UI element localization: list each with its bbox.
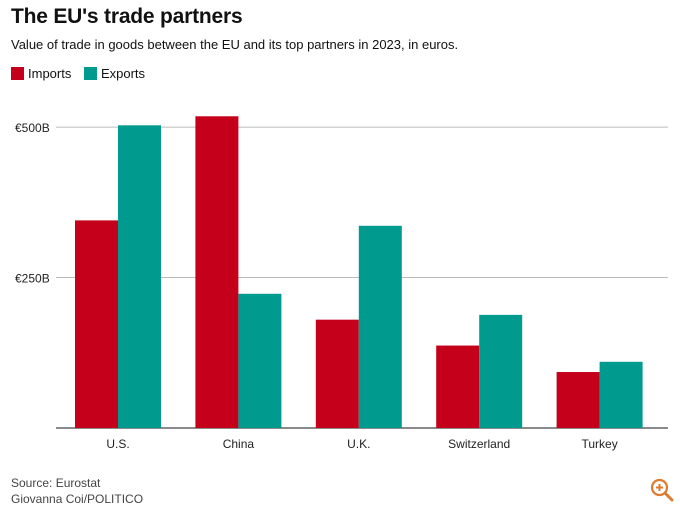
x-tick-label: China (223, 437, 255, 451)
bar-imports-us (75, 220, 118, 428)
bar-imports-switzerland (436, 345, 480, 428)
x-tick-label: U.K. (347, 437, 370, 451)
legend-item-imports: Imports (11, 66, 71, 81)
bar-chart: €250B €500B U.S. China U.K. Switzerland Turkey (15, 116, 668, 451)
bar-exports-turkey (599, 361, 643, 428)
bar-imports-uk (315, 319, 359, 428)
legend-label-exports: Exports (100, 66, 146, 81)
bar-imports-china (195, 116, 239, 429)
legend: Imports Exports (11, 66, 154, 83)
x-tick-label: U.S. (106, 437, 129, 451)
chart-title: The EU's trade partners (11, 5, 243, 28)
chart-subtitle: Value of trade in goods between the EU a… (11, 37, 459, 52)
credit-note: Giovanna Coi/POLITICO (11, 492, 144, 506)
legend-swatch-exports (83, 67, 97, 80)
y-tick-label: €250B (15, 272, 50, 286)
legend-item-exports: Exports (83, 66, 146, 81)
legend-label-imports: Imports (28, 66, 72, 81)
bar-exports-us (118, 125, 161, 428)
zoom-in-icon[interactable] (649, 477, 675, 503)
bar-exports-china (238, 293, 282, 428)
y-tick-label: €500B (15, 121, 50, 135)
bar-exports-switzerland (479, 314, 523, 428)
bar-imports-turkey (556, 372, 600, 428)
bar-exports-uk (358, 225, 402, 428)
source-note: Source: Eurostat (11, 476, 101, 490)
x-tick-label: Switzerland (448, 437, 510, 451)
legend-swatch-imports (11, 67, 24, 80)
x-tick-label: Turkey (581, 437, 617, 451)
